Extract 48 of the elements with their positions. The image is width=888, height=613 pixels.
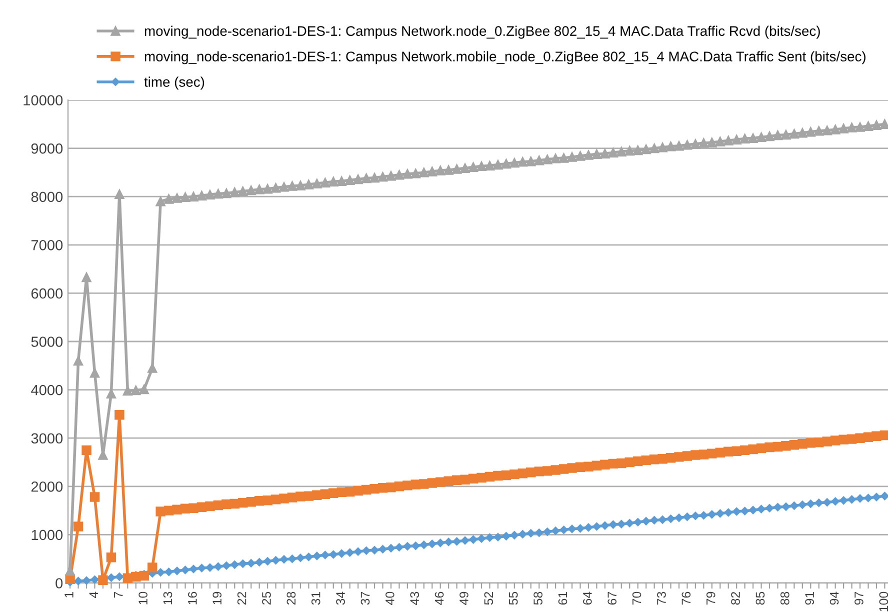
y-tick-label: 6000 [31, 288, 63, 299]
x-tick-label: 28 [286, 592, 296, 605]
y-tick-label: 10000 [24, 95, 63, 106]
x-tick-label: 43 [410, 592, 420, 605]
x-tick-label: 4 [89, 592, 98, 598]
x-tick-label: 16 [188, 592, 197, 604]
x-tick-label: 76 [682, 592, 691, 605]
x-tick-label: 88 [780, 592, 790, 605]
x-tick-label: 82 [731, 592, 740, 605]
legend-label: moving_node-scenario1-DES-1: Campus Network.node_0.ZigBee 802_15_4 MAC.Data Traffic Rcvd (bits/sec) [144, 26, 820, 39]
x-tick-label: 64 [582, 592, 592, 605]
x-tick-label: 61 [558, 592, 568, 605]
x-tick-label: 55 [509, 592, 518, 605]
x-tick-label: 37 [360, 592, 370, 605]
x-tick-label: 25 [262, 592, 271, 605]
x-tick-label: 67 [608, 592, 617, 605]
x-tick-label: 100 [879, 592, 888, 612]
x-tick-label: 10 [138, 592, 148, 604]
x-tick-label: 91 [805, 592, 814, 605]
x-tick-label: 31 [311, 592, 320, 605]
x-tick-label: 34 [336, 592, 345, 605]
y-tick-label: 5000 [31, 336, 63, 347]
x-tick-label: 1 [64, 592, 74, 598]
x-tick-label: 85 [756, 592, 765, 605]
y-tick-label: 9000 [31, 143, 63, 154]
y-tick-label: 2000 [31, 482, 63, 492]
legend-label: time (sec) [144, 76, 204, 90]
y-tick-label: 8000 [31, 192, 63, 202]
x-tick-label: 94 [830, 592, 839, 605]
y-tick-label: 7000 [31, 240, 63, 250]
x-tick-label: 97 [854, 592, 864, 605]
x-tick-label: 58 [534, 592, 542, 605]
x-tick-label: 22 [237, 592, 246, 605]
x-tick-label: 13 [163, 592, 172, 604]
x-tick-label: 7 [114, 592, 123, 598]
y-tick-label: 1000 [32, 530, 63, 540]
y-tick-label: 4000 [31, 384, 63, 396]
x-tick-label: 49 [460, 592, 468, 605]
x-tick-label: 40 [385, 592, 394, 605]
x-tick-label: 52 [484, 592, 494, 605]
y-tick-label: 3000 [31, 433, 63, 444]
x-tick-label: 79 [706, 592, 716, 605]
x-tick-label: 46 [434, 592, 444, 605]
x-tick-label: 70 [632, 592, 642, 605]
y-tick-label: 0 [56, 578, 63, 588]
legend-label: moving_node-scenario1-DES-1: Campus Network.mobile_node_0.ZigBee 802_15_4 MAC.Data Traffic Sent (bits/sec) [144, 51, 866, 64]
x-tick-label: 19 [212, 592, 222, 604]
x-tick-label: 73 [657, 592, 666, 605]
